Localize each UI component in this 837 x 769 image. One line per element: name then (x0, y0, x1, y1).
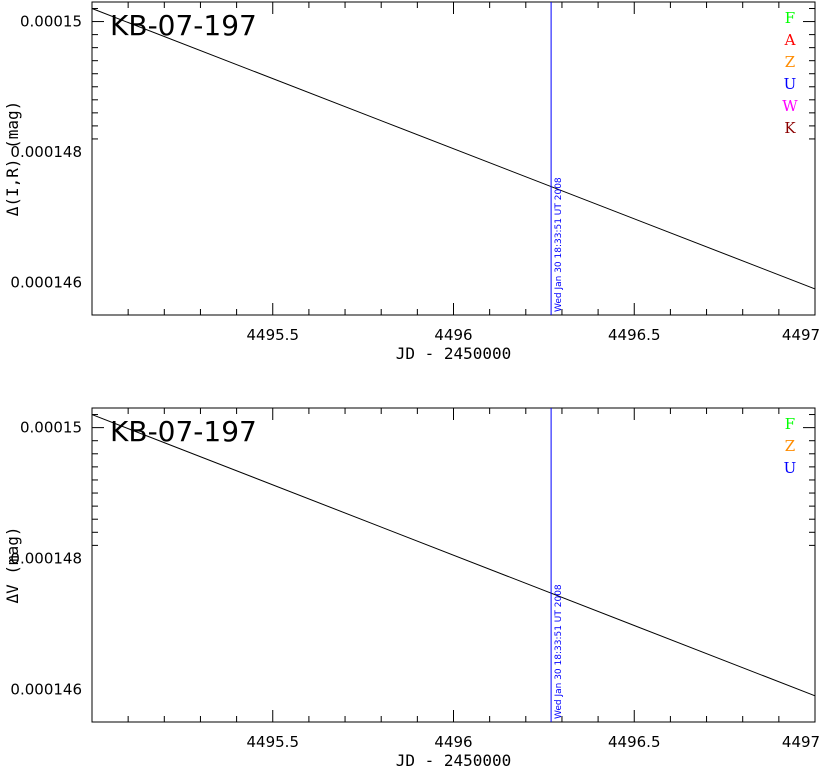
plot-frame (91, 1, 816, 316)
chart-panel-2: 4495.5 4496 4496.5 4497 0.00015 0.000148 0.000… (3, 407, 820, 769)
time-marker-label: Wed Jan 30 18:33:51 UT 2008 (554, 584, 564, 719)
y-tick-label: 0.00015 (20, 13, 82, 31)
y-tick-label: 0.000148 (10, 143, 82, 161)
series-line (91, 414, 816, 697)
time-marker-label: Wed Jan 30 18:33:51 UT 2008 (554, 177, 564, 312)
x-tick-label: 4496 (434, 326, 472, 344)
plot-frame (91, 407, 816, 723)
legend-entry: W (782, 97, 798, 115)
legend-entry: Z (785, 437, 795, 455)
y-tick-label: 0.000146 (10, 680, 82, 698)
legend-entry: F (785, 415, 795, 433)
legend-entry: U (784, 459, 797, 477)
legend-entry: A (784, 31, 796, 49)
x-tick-label: 4497 (782, 733, 820, 751)
x-tick-label: 4496.5 (608, 733, 661, 751)
y-tick-label: 0.000146 (10, 273, 82, 291)
chart-title: KB-07-197 (110, 9, 257, 42)
x-tick-label: 4496.5 (608, 326, 661, 344)
series-line (91, 8, 816, 290)
x-tick-label: 4495.5 (247, 326, 300, 344)
y-axis-label: ΔV (mag) (3, 526, 22, 603)
legend-entry: K (784, 119, 796, 137)
chart-title: KB-07-197 (110, 415, 257, 448)
y-tick-label: 0.00015 (20, 419, 82, 437)
legend-entry: U (784, 75, 797, 93)
x-tick-label: 4496 (434, 733, 472, 751)
x-tick-label: 4497 (782, 326, 820, 344)
x-tick-label: 4495.5 (247, 733, 300, 751)
chart-panel-1: 4495.5 4496 4496.5 4497 0.00015 0.000148 0.000… (3, 1, 820, 363)
y-axis-label: Δ(I,R) (mag) (3, 101, 22, 217)
y-tick-label: 0.000148 (10, 549, 82, 567)
legend-entry: F (785, 9, 795, 27)
x-axis-label: JD - 2450000 (396, 751, 512, 769)
x-axis-label: JD - 2450000 (396, 344, 512, 363)
legend-entry: Z (785, 53, 795, 71)
